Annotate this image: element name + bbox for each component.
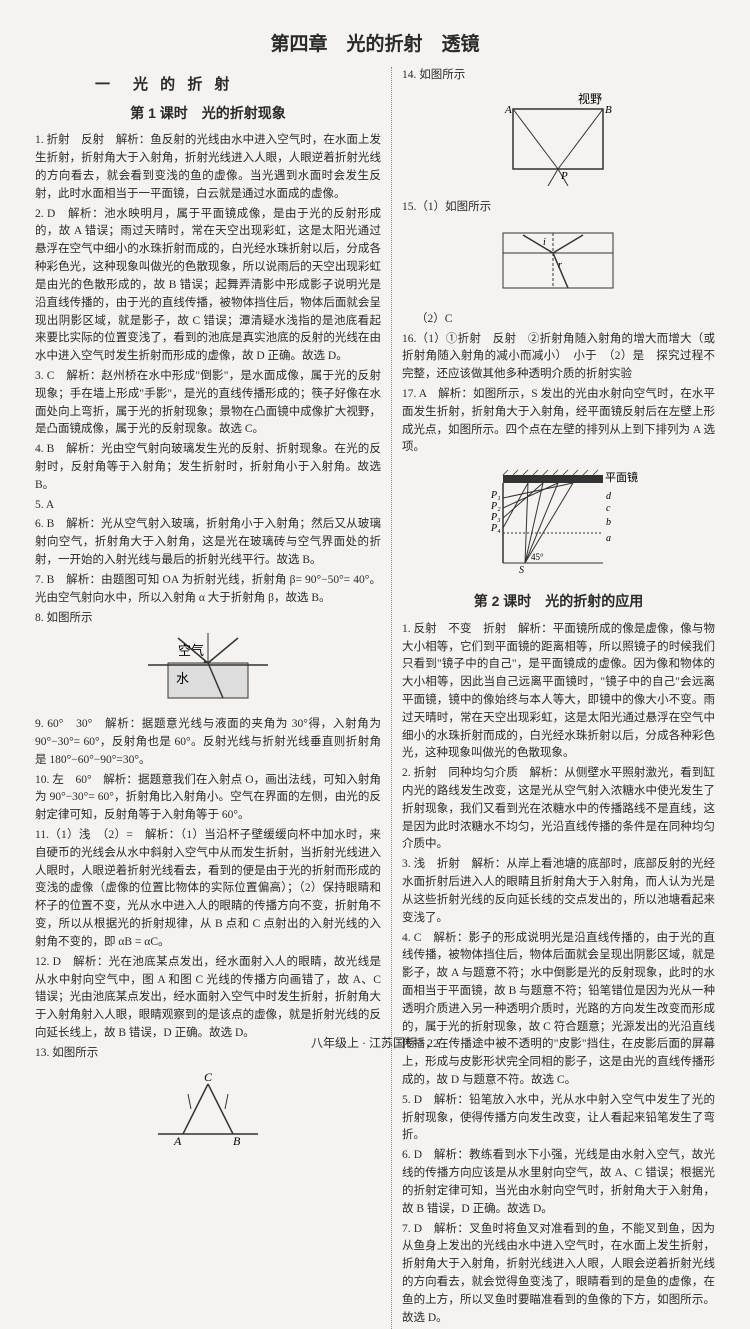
svg-text:a: a bbox=[606, 533, 611, 544]
item-6: 6. B 解析：光从空气射入玻璃，折射角小于入射角；然后又从玻璃射向空气，折射角… bbox=[35, 516, 381, 569]
r-item-5: 5. D 解析：铅笔放入水中，光从水中射入空气中发生了光的折射现象，使得传播方向… bbox=[402, 1092, 715, 1145]
svg-text:P₁: P₁ bbox=[490, 490, 501, 501]
svg-text:B: B bbox=[605, 104, 612, 116]
r-item-2: 2. 折射 同种均匀介质 解析：从侧壁水平照射激光，看到缸内光的路线发生改变，这… bbox=[402, 765, 715, 854]
svg-text:S: S bbox=[519, 565, 524, 576]
svg-text:P₄: P₄ bbox=[490, 523, 501, 534]
item-4: 4. B 解析：光由空气射向玻璃发生光的反射、折射现象。在光的反射时，反射角等于… bbox=[35, 441, 381, 494]
svg-text:c: c bbox=[606, 503, 611, 514]
svg-text:b: b bbox=[606, 517, 611, 528]
svg-text:P₂: P₂ bbox=[490, 501, 501, 512]
page-footer: 八年级上 · 江苏国标 · 22 bbox=[0, 1034, 750, 1053]
svg-text:i: i bbox=[543, 237, 546, 248]
item-12: 12. D 解析：光在池底某点发出，经水面射入人的眼睛，故光线是从水中射向空气中… bbox=[35, 954, 381, 1043]
item-8: 8. 如图所示 bbox=[35, 610, 381, 628]
svg-text:d: d bbox=[606, 491, 612, 502]
item-11: 11.（1）浅 （2）= 解析：（1）当沿杯子壁缓缓向杯中加水时，来自硬币的光线… bbox=[35, 827, 381, 952]
item-16: 16.（1）①折射 反射 ②折射角随入射角的增大而增大（或折射角随入射角的减小而… bbox=[402, 331, 715, 384]
figure-8: 空气 水 bbox=[35, 633, 381, 710]
figure-15: i r bbox=[402, 223, 715, 305]
item-15a: 15.（1）如图所示 bbox=[402, 199, 715, 217]
lesson1-title: 第 1 课时 光的折射现象 bbox=[35, 103, 381, 125]
column-divider bbox=[391, 67, 392, 1329]
item-2: 2. D 解析：池水映明月，属于平面镜成像，是由于光的反射形成的，故 A 错误；… bbox=[35, 206, 381, 366]
svg-text:P₃: P₃ bbox=[490, 512, 501, 523]
figure-14: 视野 A B P bbox=[402, 91, 715, 193]
item-1: 1. 折射 反射 解析：鱼反射的光线由水中进入空气时，在水面上发生折射，折射角大… bbox=[35, 132, 381, 203]
lesson2-title: 第 2 课时 光的折射的应用 bbox=[402, 591, 715, 613]
figure-17: 平面镜 d c b a P₁ P₂ P₃ P₄ S bbox=[402, 463, 715, 585]
item-14: 14. 如图所示 bbox=[402, 67, 715, 85]
svg-text:A: A bbox=[504, 104, 512, 116]
r-item-6: 6. D 解析：教练看到水下小强，光线是由水射入空气，故光线的传播方向应该是从水… bbox=[402, 1147, 715, 1218]
r-item-4: 4. C 解析：影子的形成说明光是沿直线传播的，由于光的直线传播，被物体挡住后，… bbox=[402, 930, 715, 1090]
r-item-7: 7. D 解析：叉鱼时将鱼叉对准看到的鱼，不能叉到鱼，因为从鱼身上发出的光线由水… bbox=[402, 1221, 715, 1328]
section-title: 一 光 的 折 射 bbox=[95, 73, 381, 96]
svg-text:视野: 视野 bbox=[578, 91, 602, 106]
item-3: 3. C 解析：赵州桥在水中形成"倒影"，是水面成像，属于光的反射现象；手在墙上… bbox=[35, 368, 381, 439]
svg-text:空气: 空气 bbox=[178, 643, 204, 658]
item-15b: （2）C bbox=[416, 311, 715, 329]
item-10: 10. 左 60° 解析：据题意我们在入射点 O，画出法线，可知入射角为 90°… bbox=[35, 772, 381, 825]
r-item-1: 1. 反射 不变 折射 解析：平面镜所成的像是虚像，像与物大小相等，它们到平面镜… bbox=[402, 621, 715, 764]
left-column: 一 光 的 折 射 第 1 课时 光的折射现象 1. 折射 反射 解析：鱼反射的… bbox=[35, 67, 381, 1329]
svg-text:B: B bbox=[233, 1134, 241, 1148]
item-9: 9. 60° 30° 解析：据题意光线与液面的夹角为 30°得，入射角为 90°… bbox=[35, 716, 381, 769]
figure-13: A B C bbox=[35, 1069, 381, 1156]
right-column: 14. 如图所示 视野 A B P 15.（1）如图所示 bbox=[402, 67, 715, 1329]
columns-wrapper: 一 光 的 折 射 第 1 课时 光的折射现象 1. 折射 反射 解析：鱼反射的… bbox=[35, 67, 715, 1329]
svg-text:P: P bbox=[560, 170, 568, 182]
svg-text:水: 水 bbox=[176, 671, 189, 686]
item-7: 7. B 解析：由题图可知 OA 为折射光线，折射角 β= 90°−50°= 4… bbox=[35, 572, 381, 608]
svg-text:A: A bbox=[173, 1134, 182, 1148]
item-17: 17. A 解析：如图所示，S 发出的光由水射向空气时，在水平面发生折射，折射角… bbox=[402, 386, 715, 457]
svg-text:r: r bbox=[558, 260, 562, 271]
r-item-3: 3. 浅 折射 解析：从岸上看池塘的底部时，底部反射的光经水面折射后进入人的眼睛… bbox=[402, 856, 715, 927]
chapter-title: 第四章 光的折射 透镜 bbox=[35, 30, 715, 59]
svg-text:平面镜: 平面镜 bbox=[605, 470, 638, 484]
svg-text:C: C bbox=[204, 1070, 213, 1084]
svg-text:45°: 45° bbox=[531, 552, 544, 562]
item-5: 5. A bbox=[35, 497, 381, 515]
